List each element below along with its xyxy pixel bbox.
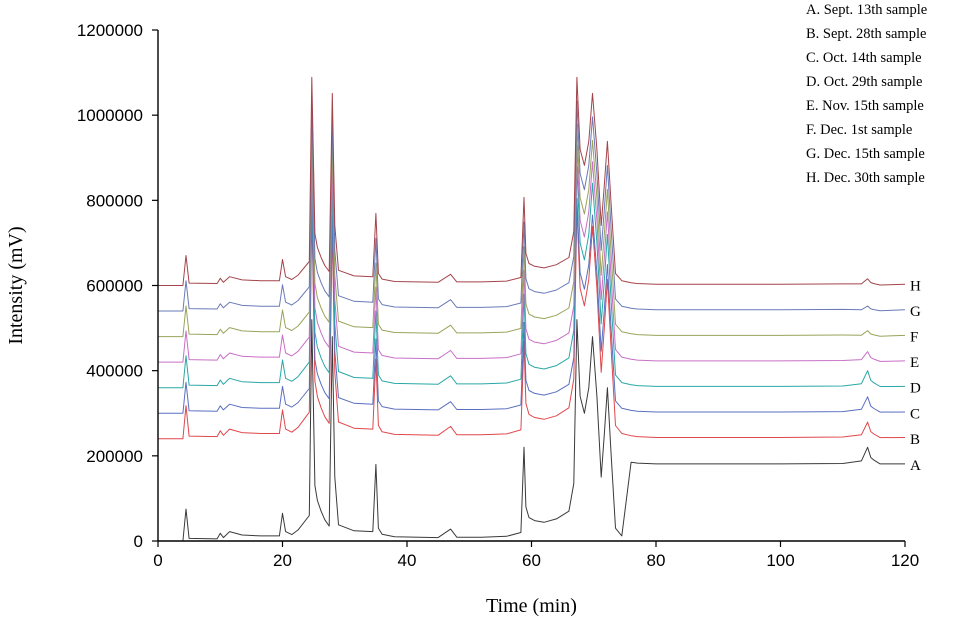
series-end-label: B	[910, 432, 920, 448]
legend-entry: A. Sept. 13th sample	[806, 2, 927, 18]
x-tick-label: 20	[273, 551, 292, 570]
series-line-h	[158, 76, 906, 286]
y-tick-label: 400000	[86, 362, 143, 381]
legend-entry: H. Dec. 30th sample	[806, 170, 925, 186]
legend-entry: C. Oct. 14th sample	[806, 50, 922, 66]
y-tick-label: 1200000	[77, 21, 143, 40]
y-axis-title: Intensity (mV)	[5, 226, 27, 344]
legend-entry: F. Dec. 1st sample	[806, 122, 912, 138]
x-axis-title: Time (min)	[486, 595, 577, 617]
legend: A. Sept. 13th sample B. Sept. 28th sample…	[806, 2, 927, 186]
x-tick-label: 40	[398, 551, 417, 570]
y-tick-label: 1000000	[77, 106, 143, 125]
x-axis-ticks: 0 20 40 60 80 100 120	[153, 541, 919, 570]
series-end-label: G	[910, 304, 921, 320]
legend-entry: B. Sept. 28th sample	[806, 26, 926, 42]
series-end-label: A	[910, 458, 921, 474]
legend-entry: D. Oct. 29th sample	[806, 74, 922, 90]
series-line-e	[158, 144, 906, 363]
x-tick-label: 120	[891, 551, 919, 570]
series-end-label: F	[910, 330, 918, 346]
series-end-label: H	[910, 279, 921, 295]
series-end-label: C	[910, 406, 920, 422]
series-end-label: D	[910, 381, 921, 397]
y-tick-label: 600000	[86, 277, 143, 296]
y-tick-label: 0	[134, 532, 143, 551]
series-traces	[158, 76, 906, 542]
legend-entry: E. Nov. 15th sample	[806, 98, 924, 114]
series-line-g	[158, 100, 906, 312]
series-end-label: E	[910, 355, 919, 371]
x-tick-label: 80	[647, 551, 666, 570]
y-tick-label: 800000	[86, 191, 143, 210]
legend-entry: G. Dec. 15th sample	[806, 146, 925, 162]
series-line-f	[158, 123, 906, 338]
x-tick-label: 60	[522, 551, 541, 570]
series-line-c	[158, 198, 906, 414]
series-line-a	[158, 319, 905, 542]
y-axis-ticks: 0 200000 400000 600000 800000 1000000 1200000	[77, 21, 158, 551]
x-tick-label: 0	[153, 551, 162, 570]
series-line-b	[158, 208, 906, 440]
series-line-d	[158, 165, 906, 389]
axes	[157, 30, 905, 542]
x-tick-label: 100	[766, 551, 794, 570]
y-tick-label: 200000	[86, 447, 143, 466]
